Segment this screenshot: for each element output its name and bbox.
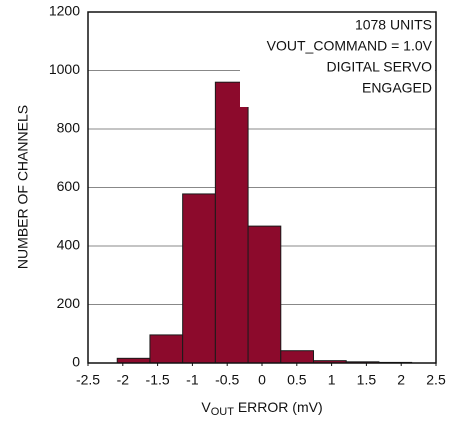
y-tick-label: 600 — [57, 178, 81, 194]
bar — [149, 334, 184, 364]
x-tick-label: -2.5 — [76, 372, 100, 388]
x-tick-label: 2 — [397, 372, 405, 388]
x-tick-label: 1.5 — [357, 372, 377, 388]
annotation-bg — [240, 13, 435, 107]
y-tick-label: 800 — [57, 120, 81, 136]
x-label-sub: OUT — [211, 406, 235, 418]
x-tick-label: 1 — [328, 372, 336, 388]
bar — [182, 193, 216, 364]
y-tick-label: 0 — [72, 354, 80, 370]
bar — [214, 81, 249, 364]
x-tick-label: -0.5 — [215, 372, 239, 388]
y-tick-label: 1200 — [49, 3, 80, 19]
x-tick-label: 0 — [258, 372, 266, 388]
bar — [247, 225, 282, 364]
annotation: VOUT_COMMAND = 1.0V — [267, 38, 433, 54]
x-tick-label: 2.5 — [426, 372, 446, 388]
y-tick-label: 400 — [57, 237, 81, 253]
annotation: ENGAGED — [362, 80, 432, 96]
bar — [280, 350, 315, 364]
x-label-main: V — [201, 399, 211, 415]
y-tick-label: 1000 — [49, 61, 80, 77]
x-tick-label: 0.5 — [287, 372, 307, 388]
x-tick-label: -1 — [186, 372, 199, 388]
annotation: 1078 UNITS — [355, 17, 432, 33]
x-tick-label: -1.5 — [146, 372, 170, 388]
y-axis-label: NUMBER OF CHANNELS — [15, 105, 31, 269]
y-tick-label: 200 — [57, 295, 81, 311]
x-axis-label: VOUT ERROR (mV) — [201, 399, 322, 418]
x-tick-label: -2 — [117, 372, 130, 388]
x-label-rest: ERROR (mV) — [234, 399, 323, 415]
annotation: DIGITAL SERVO — [326, 59, 432, 75]
plot-frame — [87, 11, 437, 364]
